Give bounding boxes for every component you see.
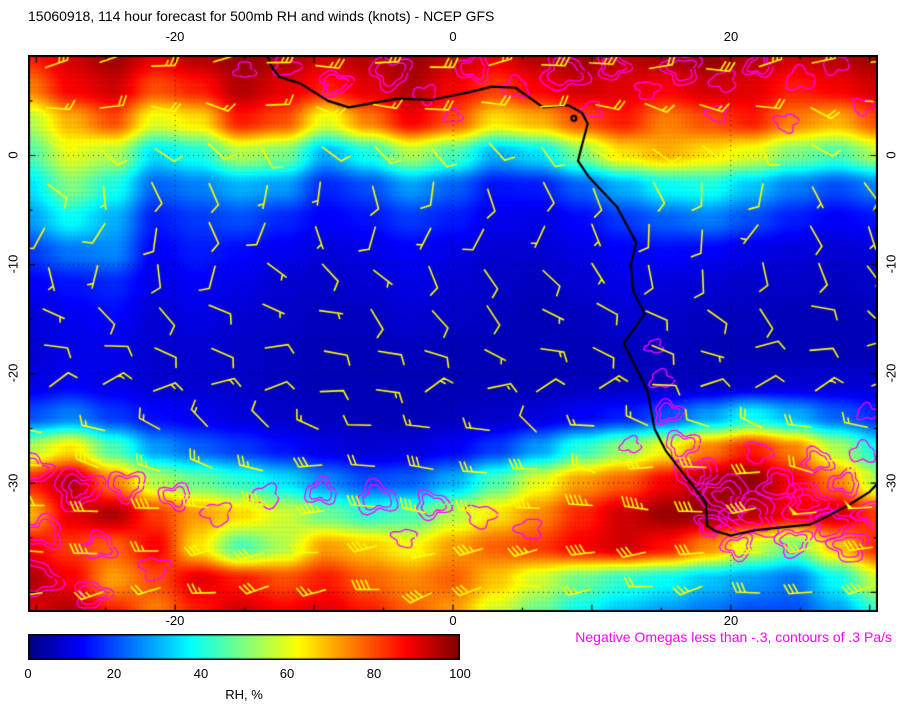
lon-tick-label-bottom: -20 (165, 613, 185, 628)
lat-tick-label-right: -20 (883, 363, 899, 383)
lon-tick-label-top: 0 (449, 29, 457, 44)
colorbar-tick: 60 (279, 666, 295, 681)
lat-tick-label-right: -30 (883, 473, 899, 493)
colorbar-tick: 0 (24, 666, 32, 681)
lon-tick-label-bottom: 20 (723, 613, 739, 628)
colorbar-tick: 100 (449, 666, 471, 681)
page-title: 15060918, 114 hour forecast for 500mb RH… (28, 8, 495, 24)
lat-tick-label-right: -10 (883, 254, 899, 274)
lat-tick-label-left: -10 (5, 254, 21, 274)
lon-tick-label-top: -20 (165, 29, 185, 44)
lon-tick-label-top: 20 (723, 29, 739, 44)
lon-tick-label-bottom: 0 (449, 613, 457, 628)
omega-annotation: Negative Omegas less than -.3, contours … (575, 629, 892, 645)
lat-tick-label-left: 0 (5, 151, 21, 159)
rh-colorbar (28, 634, 460, 660)
colorbar-tick: 40 (193, 666, 209, 681)
lat-tick-label-right: 0 (883, 151, 899, 159)
lat-tick-label-left: -30 (5, 473, 21, 493)
colorbar-tick: 80 (366, 666, 382, 681)
colorbar-tick: 20 (106, 666, 122, 681)
rh-wind-map-canvas (28, 55, 878, 612)
lat-tick-label-left: -20 (5, 363, 21, 383)
colorbar-label: RH, % (225, 687, 263, 702)
